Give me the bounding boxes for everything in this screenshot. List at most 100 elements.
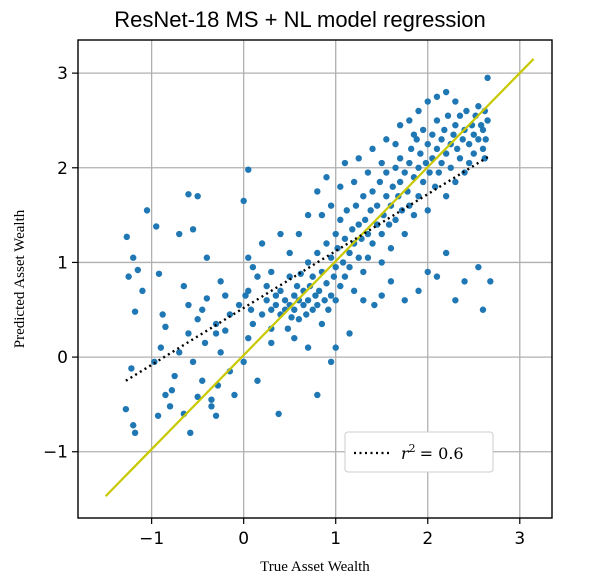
data-point bbox=[194, 393, 201, 401]
data-point bbox=[447, 164, 454, 171]
data-point bbox=[217, 349, 224, 356]
data-point bbox=[392, 164, 399, 171]
data-point bbox=[258, 311, 266, 318]
data-point bbox=[444, 112, 452, 119]
data-point bbox=[332, 230, 339, 238]
data-point bbox=[318, 211, 326, 219]
data-point bbox=[407, 145, 415, 153]
data-point bbox=[433, 145, 441, 153]
data-point bbox=[272, 301, 280, 309]
data-point bbox=[208, 396, 215, 403]
data-point bbox=[429, 131, 436, 138]
data-point bbox=[240, 197, 247, 205]
data-point bbox=[337, 216, 344, 224]
data-point bbox=[392, 216, 399, 224]
data-point bbox=[442, 150, 450, 157]
data-point bbox=[330, 273, 338, 280]
x-axis-ticks: −1 0 1 2 3 bbox=[139, 518, 525, 549]
data-point bbox=[355, 155, 362, 162]
data-point bbox=[369, 145, 376, 153]
data-point bbox=[431, 183, 439, 190]
data-point bbox=[337, 183, 344, 190]
data-point bbox=[360, 268, 367, 276]
data-point bbox=[217, 278, 224, 285]
data-point bbox=[401, 297, 408, 304]
data-point bbox=[309, 306, 316, 313]
data-point bbox=[369, 240, 376, 247]
data-point bbox=[212, 412, 220, 419]
data-point bbox=[398, 207, 406, 214]
data-point bbox=[189, 226, 197, 233]
data-point bbox=[254, 273, 261, 280]
data-point bbox=[171, 372, 178, 380]
data-point bbox=[263, 297, 270, 304]
data-point bbox=[475, 103, 482, 110]
x-tick-label: 1 bbox=[330, 529, 341, 549]
data-point bbox=[143, 207, 151, 214]
y-axis-ticks: −1 0 1 2 3 bbox=[43, 64, 78, 463]
data-point bbox=[355, 221, 362, 228]
data-point bbox=[424, 268, 431, 276]
data-point bbox=[352, 202, 360, 209]
data-point bbox=[189, 358, 197, 366]
data-point bbox=[284, 325, 292, 332]
data-point bbox=[350, 287, 358, 295]
data-point bbox=[159, 311, 166, 318]
data-point bbox=[291, 292, 298, 299]
scatter-points bbox=[122, 74, 494, 437]
y-tick-label: 3 bbox=[57, 64, 68, 84]
data-point bbox=[389, 183, 396, 190]
data-point bbox=[327, 202, 335, 209]
data-point bbox=[314, 249, 321, 257]
data-point bbox=[435, 169, 442, 176]
legend-label: r2 = 0.6 bbox=[401, 442, 464, 463]
data-point bbox=[208, 403, 215, 410]
data-point bbox=[456, 112, 464, 119]
data-point bbox=[245, 287, 252, 295]
data-point bbox=[295, 230, 303, 238]
data-point bbox=[131, 308, 139, 315]
data-point bbox=[406, 117, 413, 124]
data-point bbox=[168, 387, 176, 394]
data-point bbox=[360, 192, 367, 200]
data-point bbox=[332, 344, 339, 351]
data-point bbox=[201, 339, 209, 347]
data-point bbox=[130, 422, 137, 429]
data-point bbox=[194, 192, 201, 200]
data-point bbox=[424, 207, 431, 214]
data-point bbox=[295, 316, 303, 323]
x-tick-label: −1 bbox=[139, 529, 164, 549]
data-point bbox=[410, 131, 418, 138]
data-point bbox=[484, 74, 491, 82]
data-point bbox=[484, 117, 491, 124]
data-point bbox=[315, 287, 323, 295]
data-point bbox=[157, 344, 165, 351]
data-point bbox=[240, 358, 247, 366]
data-point bbox=[401, 230, 408, 238]
data-point bbox=[245, 334, 252, 342]
data-point bbox=[413, 136, 420, 143]
data-point bbox=[327, 358, 335, 366]
regression-lines bbox=[104, 58, 535, 497]
data-point bbox=[288, 314, 295, 321]
data-point bbox=[373, 202, 381, 209]
data-point bbox=[203, 254, 211, 261]
data-point bbox=[461, 278, 468, 285]
x-axis-label: True Asset Wealth bbox=[260, 559, 370, 575]
data-point bbox=[199, 306, 206, 313]
data-point bbox=[180, 282, 188, 290]
grid bbox=[78, 40, 552, 518]
data-point bbox=[304, 297, 312, 304]
data-point bbox=[371, 301, 378, 309]
data-point bbox=[235, 301, 243, 309]
data-point bbox=[479, 145, 487, 153]
data-point bbox=[162, 323, 169, 330]
data-point bbox=[325, 306, 332, 313]
data-point bbox=[482, 136, 489, 143]
data-point bbox=[312, 292, 319, 299]
data-point bbox=[387, 278, 395, 285]
data-point bbox=[249, 320, 257, 328]
data-point bbox=[452, 178, 459, 186]
data-point bbox=[337, 282, 344, 290]
